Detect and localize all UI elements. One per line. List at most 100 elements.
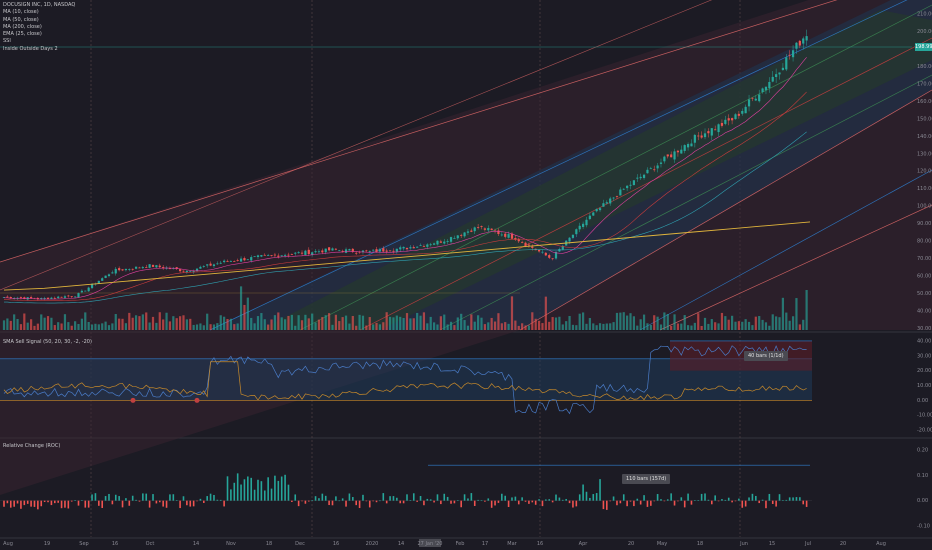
roc-bar bbox=[155, 500, 158, 504]
candle bbox=[209, 263, 212, 266]
volume-bar bbox=[788, 320, 791, 330]
relchange-pane-title[interactable]: Relative Change (ROC) bbox=[3, 443, 61, 449]
time-tick-label: 16 bbox=[112, 541, 118, 547]
volume-bar bbox=[348, 323, 351, 330]
roc-bar bbox=[260, 481, 263, 501]
volume-bar bbox=[385, 312, 388, 330]
volume-bar bbox=[741, 321, 744, 330]
volume-bar bbox=[63, 314, 67, 330]
ma10-line bbox=[3, 57, 807, 300]
candle bbox=[758, 94, 761, 102]
roc-bar bbox=[534, 500, 537, 505]
candle bbox=[365, 250, 368, 252]
volume-bar bbox=[250, 317, 253, 330]
roc-bar bbox=[274, 475, 276, 501]
volume-bar bbox=[168, 321, 172, 330]
candle bbox=[260, 255, 263, 257]
legend-line[interactable]: Inside Outside Days 2 bbox=[3, 45, 58, 52]
sell-signal-marker bbox=[194, 397, 200, 403]
volume-bar bbox=[805, 290, 808, 330]
time-tick-label: 17 bbox=[482, 541, 488, 547]
candle bbox=[246, 259, 249, 261]
volume-bar bbox=[324, 315, 327, 330]
roc-bar bbox=[362, 494, 364, 501]
signal-range-fill bbox=[670, 340, 812, 371]
candle bbox=[460, 234, 463, 236]
price-tick-label: 80.00 bbox=[917, 239, 931, 245]
volume-bar bbox=[703, 317, 707, 330]
signal-tick-label: 0.00 bbox=[917, 398, 928, 404]
roc-bar bbox=[182, 496, 185, 501]
roc-bar bbox=[125, 498, 127, 501]
roc-bar bbox=[111, 500, 114, 505]
candle bbox=[77, 293, 80, 298]
candle bbox=[754, 98, 757, 101]
volume-bar bbox=[565, 321, 568, 330]
roc-bar bbox=[629, 500, 632, 502]
volume-bar bbox=[717, 323, 720, 330]
roc-bar bbox=[348, 493, 351, 501]
volume-bar bbox=[510, 296, 514, 330]
candle bbox=[270, 255, 273, 256]
roc-bar bbox=[307, 500, 310, 502]
volume-bar bbox=[26, 322, 29, 330]
legend-line[interactable]: SSI bbox=[3, 38, 11, 45]
roc-bar bbox=[216, 499, 219, 501]
roc-bar bbox=[226, 476, 229, 501]
volume-bar bbox=[500, 323, 503, 330]
time-tick-label: Feb bbox=[456, 541, 465, 547]
candle bbox=[582, 223, 585, 227]
volume-bar bbox=[449, 321, 453, 330]
candle bbox=[273, 254, 277, 256]
signal-orange-line bbox=[3, 361, 807, 401]
roc-bar bbox=[741, 500, 744, 508]
roc-bar bbox=[67, 500, 70, 509]
volume-bar bbox=[517, 325, 520, 330]
roc-bar bbox=[765, 500, 767, 509]
roc-bar bbox=[257, 479, 259, 501]
volume-bar bbox=[720, 312, 724, 330]
legend-line[interactable]: MA (10, close) bbox=[3, 9, 39, 16]
roc-bar bbox=[568, 500, 571, 504]
signal-pane-title[interactable]: SMA Sell Signal (50, 20, 30, -2, -20) bbox=[3, 339, 92, 345]
candle bbox=[683, 145, 686, 151]
roc-bar bbox=[548, 499, 551, 501]
legend-line[interactable]: EMA (25, close) bbox=[3, 31, 42, 38]
roc-bar bbox=[98, 500, 100, 506]
legend-line[interactable]: MA (50, close) bbox=[3, 16, 39, 23]
roc-bar bbox=[77, 500, 80, 506]
candle bbox=[422, 246, 426, 247]
candle bbox=[571, 234, 575, 238]
candle bbox=[785, 57, 788, 70]
time-tick-label: 18 bbox=[697, 541, 703, 547]
volume-bar bbox=[358, 314, 361, 330]
candle bbox=[527, 244, 531, 246]
volume-bar bbox=[246, 297, 249, 330]
candle bbox=[206, 264, 209, 266]
candle bbox=[331, 248, 334, 251]
roc-bar bbox=[243, 479, 246, 501]
volume-bar bbox=[632, 316, 635, 330]
candle bbox=[632, 180, 635, 186]
roc-bar bbox=[192, 500, 195, 507]
signal-tick-label: 20.00 bbox=[917, 368, 931, 374]
roc-bar bbox=[761, 499, 764, 501]
candle bbox=[2, 297, 6, 298]
candle bbox=[168, 268, 172, 269]
roc-bar bbox=[673, 500, 676, 506]
roc-bar bbox=[87, 500, 90, 508]
roc-bar bbox=[677, 500, 679, 502]
candle bbox=[175, 267, 178, 269]
candle bbox=[348, 249, 351, 251]
volume-bar bbox=[344, 315, 348, 330]
symbol-title[interactable]: DOCUSIGN INC, 1D, NASDAQ bbox=[3, 2, 76, 8]
volume-bar bbox=[118, 318, 121, 330]
roc-bar bbox=[704, 493, 706, 501]
volume-bar bbox=[90, 324, 94, 330]
legend-line[interactable]: MA (200, close) bbox=[3, 23, 42, 30]
volume-bar bbox=[94, 323, 97, 330]
candle bbox=[145, 267, 148, 268]
roc-bar bbox=[585, 491, 588, 501]
